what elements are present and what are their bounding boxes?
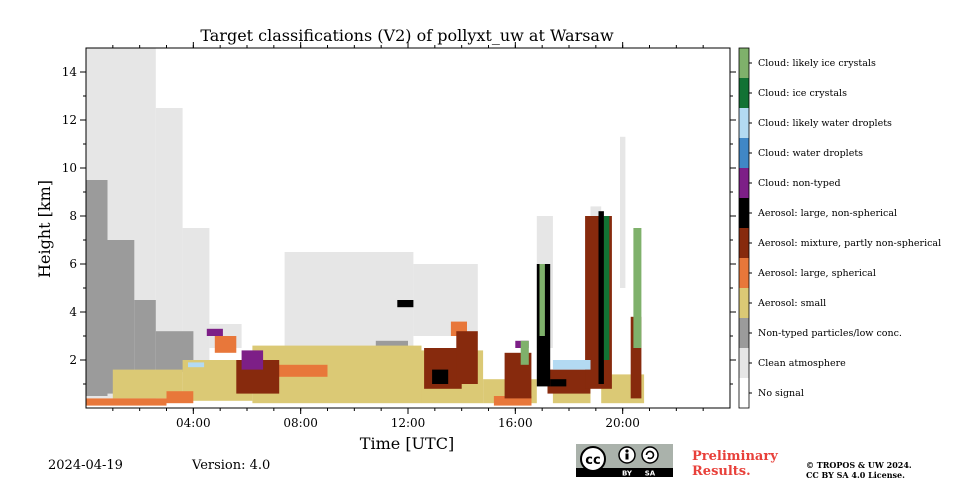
legend-swatch <box>739 288 749 318</box>
class-region-40 <box>241 350 264 370</box>
y-tick-label: 8 <box>69 209 77 223</box>
class-region-42 <box>206 328 223 336</box>
x-tick-label: 04:00 <box>176 416 211 430</box>
class-region-6 <box>134 300 156 389</box>
y-tick-label: 10 <box>62 161 77 175</box>
legend-label: Cloud: likely ice crystals <box>758 58 876 69</box>
class-region-39 <box>550 379 567 387</box>
x-tick-label: 16:00 <box>498 416 533 430</box>
class-region-9 <box>413 264 478 336</box>
date-label: 2024-04-19 <box>48 458 123 473</box>
by-text: BY <box>622 470 633 478</box>
class-region-27 <box>493 396 532 406</box>
class-region-45 <box>552 360 591 370</box>
legend-label: Aerosol: mixture, partly non-spherical <box>757 238 941 249</box>
class-region-48 <box>633 228 642 348</box>
class-region-23 <box>166 391 194 404</box>
class-region-36 <box>432 369 449 384</box>
legend-frame <box>738 47 750 409</box>
chart-title: Target classifications (V2) of pollyxt_u… <box>200 26 614 45</box>
axes: 04:00 08:00 12:00 16:00 20:00 2 4 6 8 10 12 14 <box>62 42 736 430</box>
legend-label: Aerosol: small <box>757 298 826 309</box>
class-region-22 <box>86 398 167 406</box>
class-region-49 <box>539 264 545 336</box>
version-label: Version: 4.0 <box>192 458 271 473</box>
cc-icon <box>580 446 606 472</box>
x-tick-label: 20:00 <box>605 416 640 430</box>
y-tick-label: 14 <box>62 65 78 79</box>
sa-text: SA <box>645 470 656 478</box>
class-region-1 <box>155 108 183 372</box>
class-region-46 <box>603 216 610 360</box>
license-line-cc: CC BY SA 4.0 License. <box>806 470 905 480</box>
legend-swatch <box>739 48 749 78</box>
cc-text: cc <box>585 453 600 468</box>
class-region-4 <box>86 180 108 396</box>
sa-icon <box>641 446 659 464</box>
legend-swatch <box>739 78 749 108</box>
y-tick-label: 4 <box>69 305 77 319</box>
x-tick-label: 12:00 <box>391 416 426 430</box>
y-tick-label: 6 <box>69 257 77 271</box>
legend-label: Clean atmosphere <box>758 358 846 369</box>
class-region-35 <box>397 300 414 308</box>
x-tick-label: 08:00 <box>283 416 318 430</box>
class-region-5 <box>107 240 135 394</box>
legend-label: Cloud: non-typed <box>758 178 841 189</box>
legend-colorbar: No signal Clean atmosphere Non-typed parti… <box>738 47 941 409</box>
legend-label: Aerosol: large, spherical <box>757 268 876 279</box>
legend-label: No signal <box>758 388 804 399</box>
legend-swatch <box>739 318 749 348</box>
y-tick-label: 2 <box>69 353 77 367</box>
y-axis-label: Height [km] <box>35 180 54 278</box>
legend-label: Cloud: likely water droplets <box>758 118 892 129</box>
class-region-8 <box>284 252 414 348</box>
x-axis-label: Time [UTC] <box>360 434 454 453</box>
class-region-47 <box>520 340 529 365</box>
legend-swatch <box>739 108 749 138</box>
legend-swatch <box>739 228 749 258</box>
legend-swatch <box>739 258 749 288</box>
class-region-12 <box>620 136 626 288</box>
cc-license-badge[interactable]: cc BY SA <box>576 444 673 477</box>
class-region-30 <box>456 331 478 384</box>
license-notice: © TROPOS & UW 2024. CC BY SA 4.0 License… <box>806 460 936 480</box>
legend-swatch <box>739 168 749 198</box>
class-region-25 <box>273 364 328 377</box>
class-region-38 <box>598 211 604 384</box>
class-region-44 <box>188 362 205 368</box>
legend-swatch <box>739 198 749 228</box>
legend-swatch <box>739 138 749 168</box>
legend-swatch <box>739 378 749 408</box>
legend-swatch <box>739 348 749 378</box>
legend-label: Cloud: water droplets <box>758 148 863 159</box>
plot-area <box>86 48 730 408</box>
class-region-34 <box>630 316 642 399</box>
y-tick-label: 12 <box>62 113 77 127</box>
legend-label: Cloud: ice crystals <box>758 88 847 99</box>
class-region-24 <box>214 336 237 353</box>
legend-label: Non-typed particles/low conc. <box>758 328 902 339</box>
legend-label: Aerosol: large, non-spherical <box>757 208 897 219</box>
license-line-copyright: © TROPOS & UW 2024. <box>806 460 912 470</box>
preliminary-notice: Preliminary Results. <box>692 449 778 479</box>
